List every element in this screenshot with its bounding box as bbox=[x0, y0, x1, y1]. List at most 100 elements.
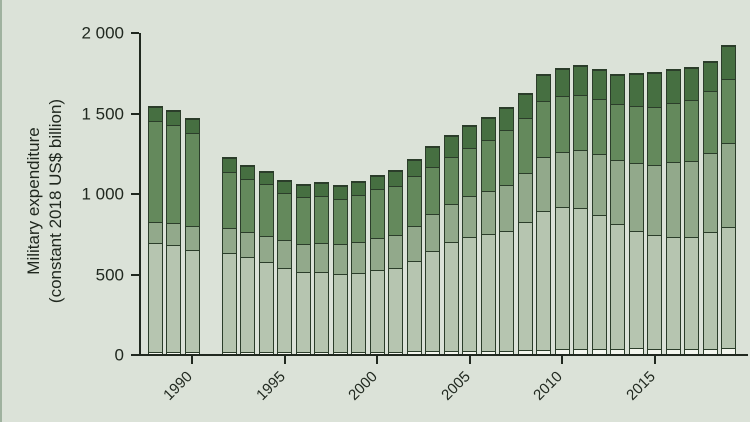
bar-segment-segment-1-bottom bbox=[648, 348, 662, 355]
y-axis-title-line1: Military expenditure bbox=[24, 127, 43, 275]
bar-1992 bbox=[221, 156, 237, 355]
bar-segment-segment-4 bbox=[444, 156, 458, 205]
bar-segment-segment-5-top bbox=[648, 73, 662, 107]
bar-segment-segment-1-bottom bbox=[370, 351, 384, 355]
bar-segment-segment-2 bbox=[574, 207, 588, 350]
bar-segment-segment-2 bbox=[444, 242, 458, 351]
bar-segment-segment-5-top bbox=[444, 135, 458, 157]
bar-1988 bbox=[147, 105, 163, 355]
bar-2002 bbox=[406, 159, 422, 355]
bar-segment-segment-3 bbox=[426, 213, 440, 251]
bar-2007 bbox=[499, 106, 515, 355]
bar-2004 bbox=[443, 134, 459, 355]
bar-segment-segment-5-top bbox=[352, 182, 366, 195]
bar-segment-segment-1-bottom bbox=[555, 349, 569, 355]
bar-segment-segment-5-top bbox=[685, 68, 699, 100]
bar-segment-segment-3 bbox=[518, 172, 532, 222]
x-axis-line bbox=[133, 354, 748, 356]
bar-segment-segment-2 bbox=[611, 224, 625, 349]
bar-segment-segment-3 bbox=[500, 185, 514, 231]
bar-1997 bbox=[314, 182, 330, 355]
bar-segment-segment-4 bbox=[629, 105, 643, 163]
x-tick-label: 2005 bbox=[437, 368, 474, 404]
bar-slot bbox=[646, 25, 665, 355]
bar-segment-segment-5-top bbox=[185, 119, 199, 133]
bar-2018 bbox=[702, 60, 718, 355]
bar-2019 bbox=[721, 45, 737, 355]
bar-segment-segment-4 bbox=[278, 192, 292, 241]
bar-segment-segment-4 bbox=[481, 140, 495, 192]
bar-1999 bbox=[351, 181, 367, 355]
bar-segment-segment-4 bbox=[148, 120, 162, 222]
bar-segment-segment-4 bbox=[222, 171, 236, 229]
bar-segment-segment-3 bbox=[537, 157, 551, 211]
bar-segment-segment-2 bbox=[278, 267, 292, 352]
bar-segment-segment-2 bbox=[722, 226, 736, 349]
bar-segment-segment-5-top bbox=[315, 183, 329, 197]
bar-2015 bbox=[647, 72, 663, 355]
bar-segment-segment-2 bbox=[333, 273, 347, 353]
bar-segment-segment-5-top bbox=[537, 75, 551, 101]
x-tick bbox=[376, 356, 379, 364]
bar-slot bbox=[572, 25, 591, 355]
bar-segment-segment-3 bbox=[222, 228, 236, 254]
bar-slot bbox=[202, 25, 221, 355]
bar-slot bbox=[183, 25, 202, 355]
bar-segment-segment-5-top bbox=[629, 74, 643, 106]
x-tick-label: 1990 bbox=[160, 368, 197, 404]
bar-segment-segment-1-bottom bbox=[592, 349, 606, 355]
bar-slot bbox=[609, 25, 628, 355]
bar-segment-segment-1-bottom bbox=[611, 348, 625, 355]
bar-2011 bbox=[573, 65, 589, 355]
bar-segment-segment-3 bbox=[722, 142, 736, 227]
y-tick bbox=[131, 112, 139, 115]
bar-segment-segment-2 bbox=[481, 233, 495, 351]
bar-segment-segment-4 bbox=[296, 197, 310, 244]
bar-segment-segment-2 bbox=[537, 210, 551, 350]
bar-slot bbox=[461, 25, 480, 355]
bar-segment-segment-5-top bbox=[389, 171, 403, 186]
bar-segment-segment-1-bottom bbox=[574, 349, 588, 355]
bar-slot bbox=[146, 25, 165, 355]
bar-1990 bbox=[184, 118, 200, 355]
y-axis-title: Military expenditure (constant 2018 US$ … bbox=[23, 99, 67, 303]
bar-segment-segment-1-bottom bbox=[259, 351, 273, 355]
bar-segment-segment-5-top bbox=[518, 93, 532, 118]
bar-segment-segment-5-top bbox=[666, 70, 680, 104]
x-tick bbox=[561, 356, 564, 364]
bar-segment-segment-3 bbox=[407, 225, 421, 261]
bar-chart bbox=[146, 25, 738, 355]
bar-segment-segment-3 bbox=[611, 160, 625, 225]
bar-segment-segment-4 bbox=[611, 104, 625, 161]
bar-segment-segment-1-bottom bbox=[241, 352, 255, 355]
bar-segment-segment-2 bbox=[426, 250, 440, 352]
bar-segment-segment-3 bbox=[278, 240, 292, 268]
bar-segment-segment-5-top bbox=[426, 147, 440, 168]
y-tick bbox=[131, 273, 139, 276]
y-axis-line bbox=[139, 33, 141, 356]
bar-slot bbox=[479, 25, 498, 355]
bar-1998 bbox=[332, 185, 348, 355]
bar-2008 bbox=[517, 92, 533, 355]
bar-segment-segment-5-top bbox=[611, 74, 625, 105]
bar-segment-segment-4 bbox=[370, 189, 384, 238]
bar-1994 bbox=[258, 171, 274, 355]
bar-segment-segment-2 bbox=[407, 261, 421, 352]
bar-2012 bbox=[591, 68, 607, 355]
y-tick-label: 0 bbox=[114, 345, 124, 365]
bar-segment-segment-5-top bbox=[574, 66, 588, 95]
bar-segment-segment-1-bottom bbox=[629, 348, 643, 355]
bar-segment-segment-3 bbox=[148, 221, 162, 244]
bar-segment-segment-3 bbox=[592, 154, 606, 216]
bar-slot bbox=[683, 25, 702, 355]
bar-segment-segment-4 bbox=[389, 185, 403, 236]
bar-segment-segment-4 bbox=[352, 195, 366, 243]
bar-segment-segment-5-top bbox=[259, 172, 273, 185]
bar-segment-segment-4 bbox=[537, 100, 551, 158]
bar-segment-segment-1-bottom bbox=[389, 351, 403, 355]
bar-segment-segment-5-top bbox=[722, 46, 736, 80]
bar-segment-segment-1-bottom bbox=[352, 351, 366, 355]
bar-segment-segment-3 bbox=[352, 242, 366, 274]
bar-slot bbox=[664, 25, 683, 355]
bar-segment-segment-4 bbox=[259, 184, 273, 236]
